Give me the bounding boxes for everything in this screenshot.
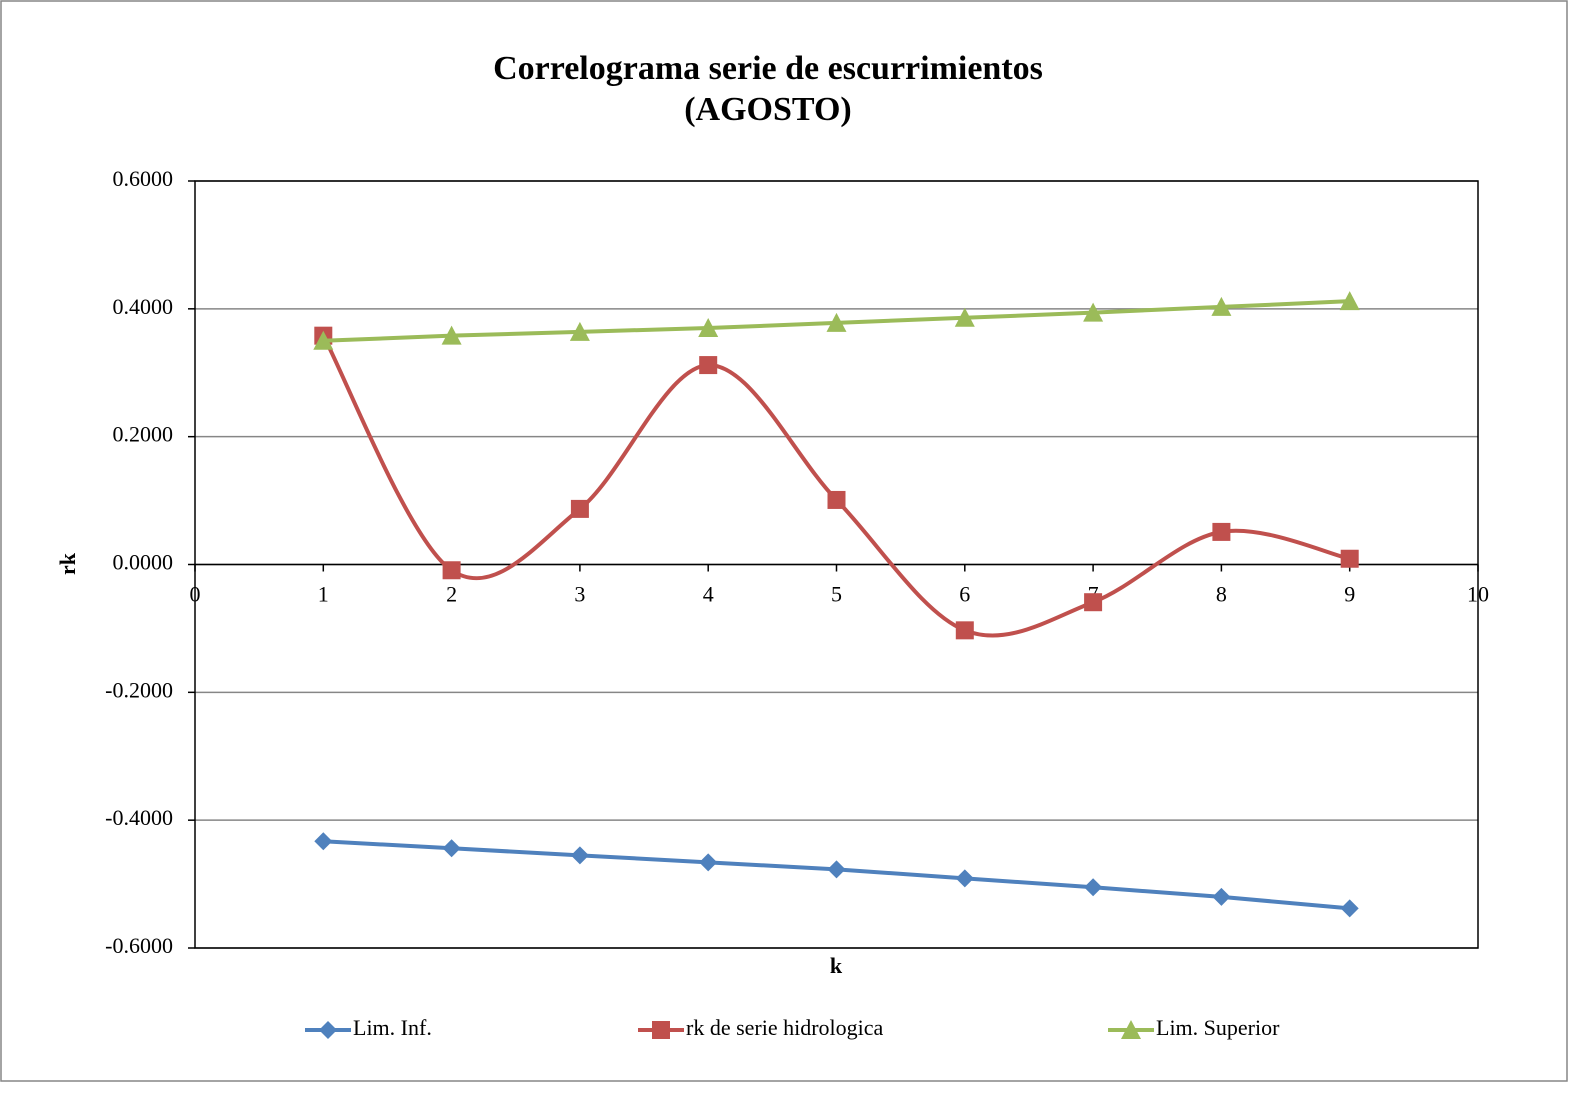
- data-point: [442, 839, 461, 858]
- x-tick-label: 6: [959, 582, 970, 607]
- x-axis-label: k: [830, 953, 843, 978]
- y-tick-label: 0.2000: [113, 422, 174, 447]
- data-point: [827, 490, 846, 509]
- x-tick-label: 8: [1216, 582, 1227, 607]
- y-tick-label: 0.0000: [113, 550, 174, 575]
- data-point: [954, 307, 975, 327]
- data-point: [1340, 899, 1359, 918]
- x-tick-label: 0: [190, 582, 201, 607]
- data-point: [1084, 878, 1103, 897]
- data-point: [1212, 522, 1231, 541]
- data-point: [441, 325, 462, 345]
- y-tick-label: -0.6000: [105, 933, 173, 958]
- legend-marker: [319, 1021, 337, 1039]
- y-tick-label: 0.4000: [113, 294, 174, 319]
- data-point: [1084, 593, 1103, 612]
- data-point: [442, 561, 461, 580]
- y-axis-label: rk: [55, 552, 80, 575]
- chart-title: Correlograma serie de escurrimientos: [493, 50, 1043, 87]
- data-point: [314, 832, 333, 851]
- legend-label: Lim. Inf.: [353, 1015, 432, 1040]
- data-point: [955, 621, 974, 640]
- legend-label: rk de serie hidrologica: [686, 1015, 884, 1040]
- y-tick-label: -0.4000: [105, 805, 173, 830]
- data-point: [570, 499, 589, 518]
- data-point: [698, 318, 719, 338]
- series-line: [321, 334, 1351, 638]
- chart-border: [0, 0, 1568, 1082]
- y-tick-label: 0.6000: [113, 166, 174, 191]
- data-point: [570, 846, 589, 865]
- legend-marker: [1121, 1020, 1141, 1039]
- x-tick-label: 5: [831, 582, 842, 607]
- data-point: [827, 860, 846, 879]
- data-point: [569, 321, 590, 341]
- x-tick-label: 10: [1467, 582, 1489, 607]
- x-tick-label: 3: [574, 582, 585, 607]
- data-point: [1339, 291, 1360, 311]
- x-tick-label: 4: [703, 582, 714, 607]
- data-point: [313, 330, 334, 350]
- x-tick-label: 9: [1344, 582, 1355, 607]
- data-point: [1211, 296, 1232, 316]
- data-point: [955, 869, 974, 888]
- data-point: [826, 312, 847, 332]
- data-point: [1340, 549, 1359, 568]
- legend-marker: [652, 1021, 670, 1039]
- y-tick-label: -0.2000: [105, 677, 173, 702]
- data-point: [699, 356, 718, 375]
- x-tick-label: 2: [446, 582, 457, 607]
- legend-label: Lim. Superior: [1156, 1015, 1280, 1040]
- data-point: [1083, 302, 1104, 322]
- x-tick-label: 1: [318, 582, 329, 607]
- chart-title: (AGOSTO): [684, 91, 852, 128]
- data-point: [1212, 887, 1231, 906]
- data-point: [699, 853, 718, 872]
